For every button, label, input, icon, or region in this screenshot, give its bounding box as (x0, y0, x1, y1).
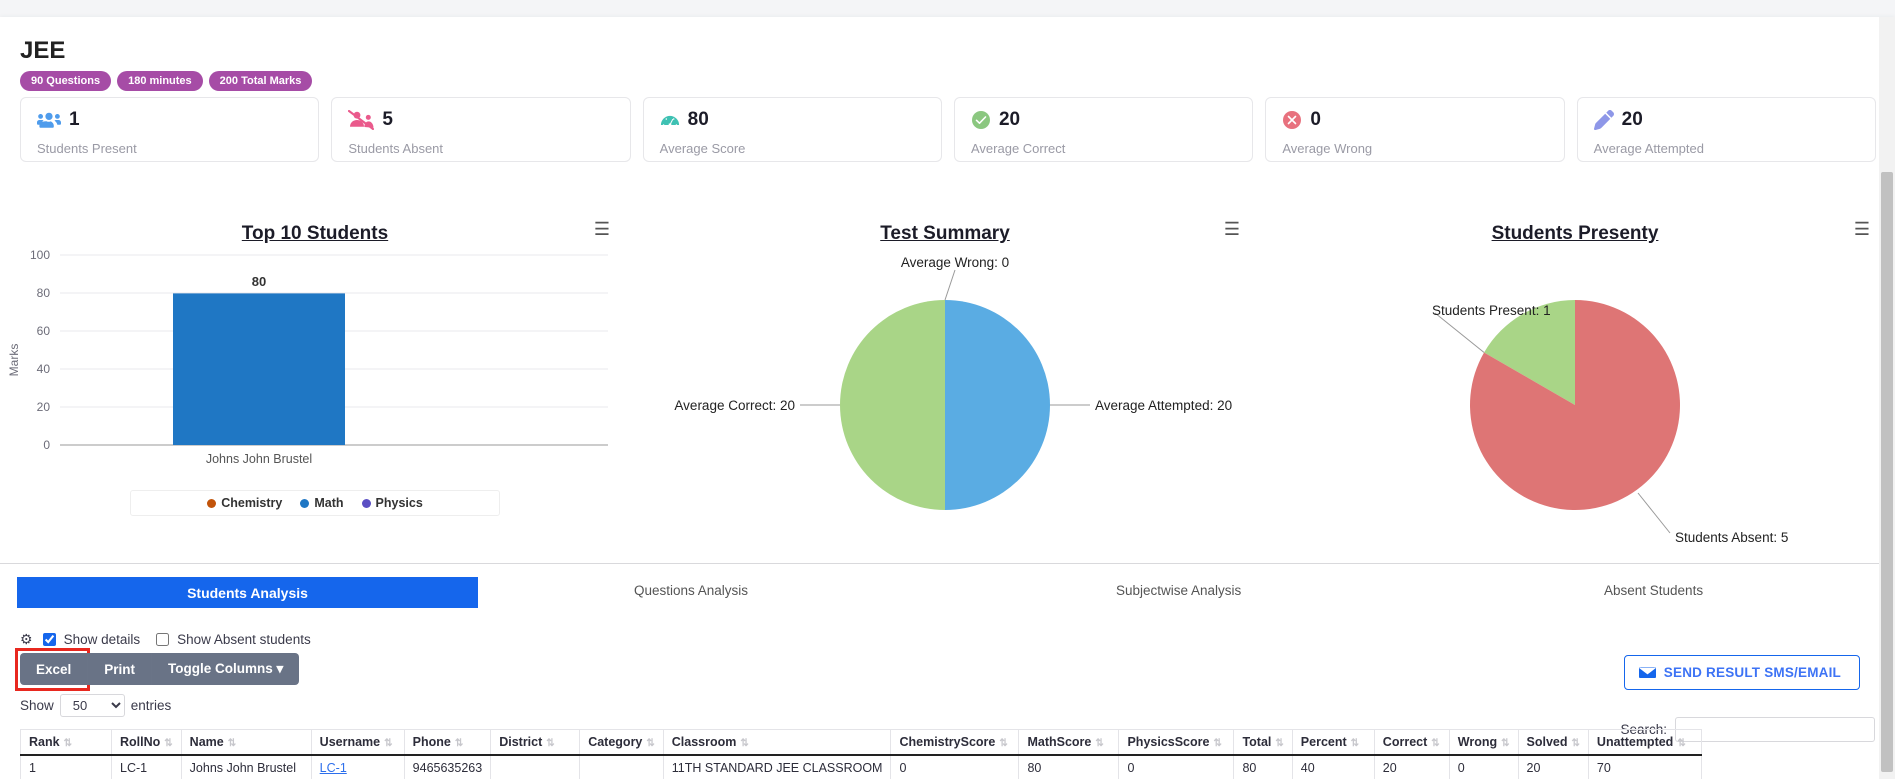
svg-text:20: 20 (37, 400, 51, 414)
svg-text:Average Wrong: 0: Average Wrong: 0 (901, 255, 1009, 270)
svg-text:Average Attempted: 20: Average Attempted: 20 (1095, 398, 1232, 413)
svg-text:80: 80 (37, 286, 51, 300)
svg-text:Students Present: 1: Students Present: 1 (1432, 303, 1551, 318)
svg-text:Students Absent: 5: Students Absent: 5 (1675, 530, 1788, 545)
svg-text:80: 80 (252, 274, 266, 289)
svg-text:100: 100 (30, 248, 50, 262)
svg-text:0: 0 (43, 438, 50, 452)
svg-text:Johns John Brustel: Johns John Brustel (206, 452, 312, 466)
svg-text:60: 60 (37, 324, 51, 338)
svg-text:40: 40 (37, 362, 51, 376)
svg-text:Marks: Marks (7, 344, 21, 377)
svg-text:Average Correct: 20: Average Correct: 20 (674, 398, 795, 413)
